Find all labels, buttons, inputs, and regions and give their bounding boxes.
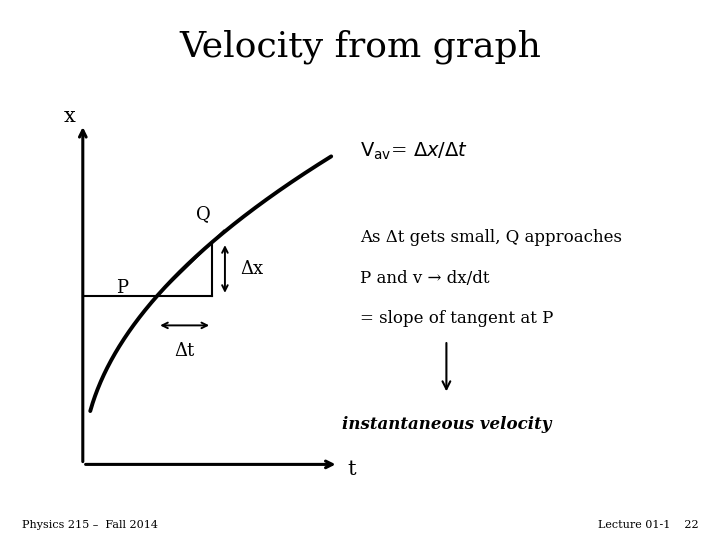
Text: x: x xyxy=(64,106,76,126)
Text: Physics 215 –  Fall 2014: Physics 215 – Fall 2014 xyxy=(22,520,158,530)
Text: t: t xyxy=(347,460,356,480)
Text: As Δt gets small, Q approaches: As Δt gets small, Q approaches xyxy=(360,229,622,246)
Text: Velocity from graph: Velocity from graph xyxy=(179,30,541,64)
Text: Δt: Δt xyxy=(174,342,195,360)
Text: $\mathrm{V}_{\mathrm{av}}$= $\Delta x/\Delta t$: $\mathrm{V}_{\mathrm{av}}$= $\Delta x/\D… xyxy=(360,140,468,162)
Text: Δx: Δx xyxy=(240,260,264,278)
Text: = slope of tangent at P: = slope of tangent at P xyxy=(360,310,554,327)
Text: Lecture 01-1    22: Lecture 01-1 22 xyxy=(598,520,698,530)
Text: Q: Q xyxy=(196,205,211,224)
Text: P: P xyxy=(117,279,129,296)
Text: instantaneous velocity: instantaneous velocity xyxy=(342,416,551,433)
Text: P and v → dx/dt: P and v → dx/dt xyxy=(360,269,490,287)
